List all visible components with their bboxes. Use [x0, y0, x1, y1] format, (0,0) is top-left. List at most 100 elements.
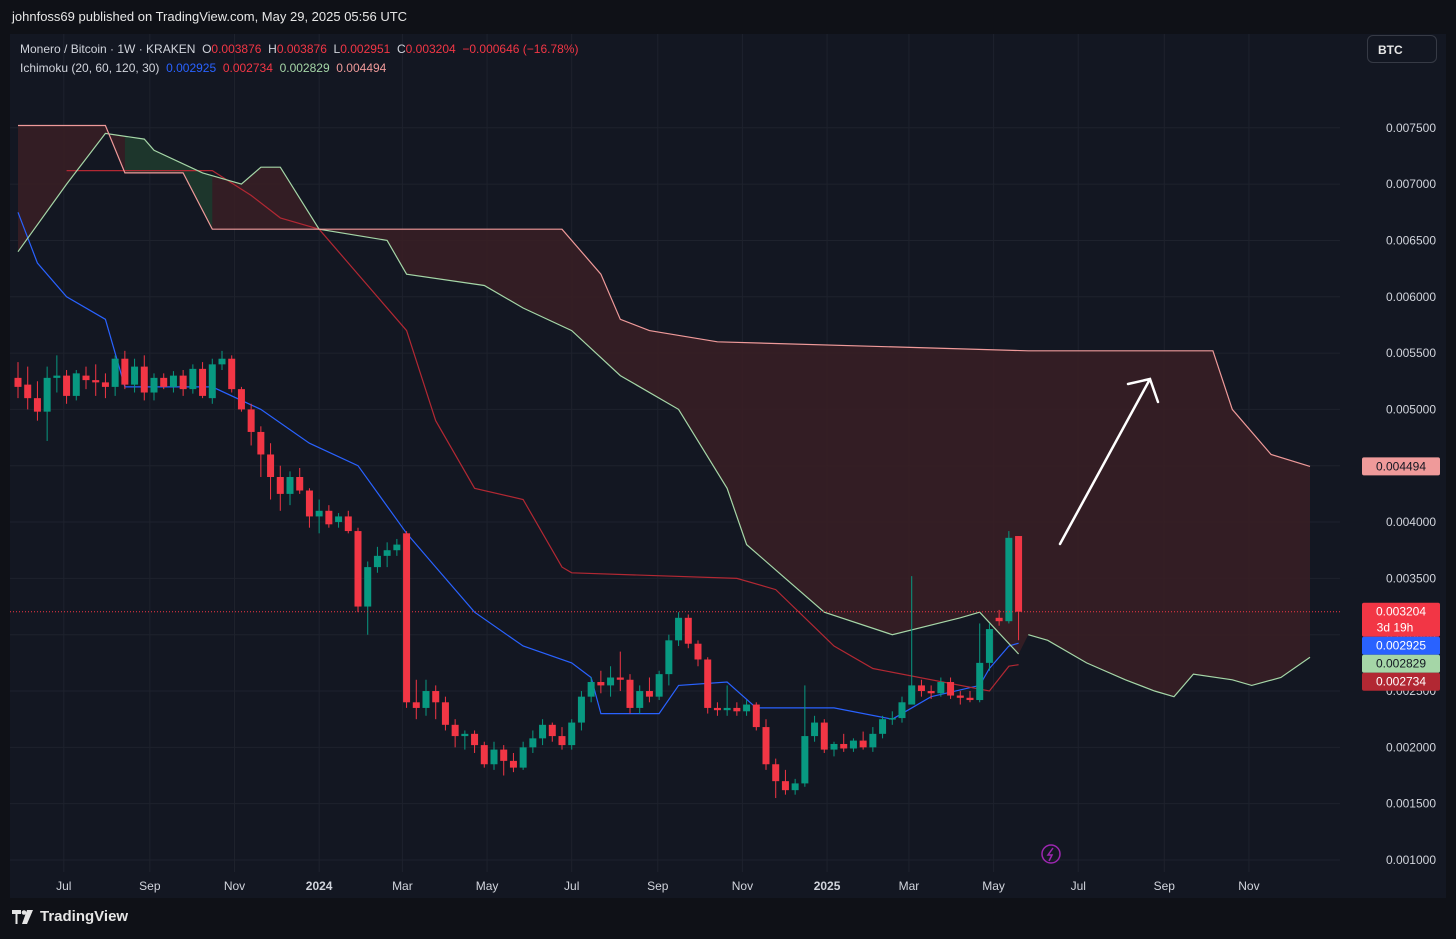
- candle-body: [101, 382, 109, 387]
- candle-body: [801, 736, 809, 784]
- x-tick-label: Nov: [732, 879, 753, 893]
- candle-body: [529, 738, 537, 748]
- series-leading-span-a: [1028, 634, 1311, 698]
- l-value: 0.002951: [340, 42, 391, 56]
- x-tick-label: May: [982, 879, 1005, 893]
- candle-body: [441, 702, 449, 725]
- c-label: C: [396, 42, 406, 56]
- candle-body: [315, 510, 323, 517]
- price-tag-countdown: 3d 19h: [1377, 621, 1414, 635]
- lead-a-value: 0.002829: [279, 61, 330, 75]
- candle-body: [92, 380, 100, 383]
- candle-body: [995, 617, 1003, 622]
- price-tag: [1362, 672, 1440, 691]
- tradingview-logo[interactable]: TradingView: [12, 908, 128, 925]
- y-axis[interactable]: 0.007500 0.007000 0.006500 0.006000 0.005500…: [1386, 121, 1436, 867]
- series-leading-span-b: [18, 124, 1311, 467]
- y-tick-label: 0.007000: [1386, 177, 1436, 191]
- o-label: O: [202, 42, 212, 56]
- candle-body: [577, 696, 585, 723]
- x-axis[interactable]: Jul Sep Nov 2024 Mar May Jul Sep Nov 2025 Mar May Ju…: [56, 879, 1259, 893]
- candle-body: [82, 375, 90, 381]
- price-tag-value: 0.002829: [1376, 657, 1426, 671]
- candle-body: [947, 682, 955, 696]
- ohlc-row: Monero / Bitcoin · 1W · KRAKEN O0.003876…: [20, 40, 578, 59]
- candle-body: [422, 691, 430, 708]
- indicator-label[interactable]: Ichimoku (20, 60, 120, 30): [20, 61, 160, 75]
- candle-body: [636, 691, 644, 708]
- candle-body: [752, 704, 760, 728]
- x-tick-label: 2024: [306, 879, 333, 893]
- candle-body: [72, 373, 80, 396]
- candle-body: [364, 567, 372, 607]
- h-value: 0.003876: [276, 42, 327, 56]
- candle-body: [830, 743, 838, 750]
- arrow-annotation: [1058, 377, 1160, 546]
- candle-body: [121, 358, 129, 385]
- candle-body: [713, 707, 721, 711]
- candle-body: [43, 377, 51, 412]
- y-tick-label: 0.006000: [1386, 290, 1436, 304]
- candle-body: [257, 431, 265, 455]
- candle-body: [471, 733, 479, 746]
- chart-frame[interactable]: 0.007500 0.007000 0.006500 0.006000 0.005500…: [10, 34, 1446, 898]
- candle-body: [131, 366, 139, 385]
- tradingview-icon: [12, 909, 33, 924]
- candle-body: [645, 691, 653, 697]
- x-tick-label: Jul: [56, 879, 71, 893]
- x-tick-label: Nov: [224, 879, 245, 893]
- candle-body: [704, 659, 712, 708]
- y-tick-label: 0.005500: [1386, 346, 1436, 360]
- candle-body: [14, 377, 22, 387]
- candle-body: [568, 722, 576, 746]
- series-lagging-span: [17, 132, 1020, 655]
- chart-svg[interactable]: 0.007500 0.007000 0.006500 0.006000 0.005500…: [10, 34, 1446, 898]
- candle-body: [743, 704, 751, 712]
- candle-body: [354, 531, 362, 607]
- candle-body: [286, 477, 294, 494]
- candle-body: [461, 733, 469, 737]
- candle-body: [509, 760, 517, 768]
- price-tag-value: 0.002925: [1376, 639, 1426, 653]
- candle-body: [849, 740, 857, 749]
- candle-body: [480, 745, 488, 765]
- candle-body: [179, 375, 187, 390]
- lead-b-value: 0.004494: [336, 61, 387, 75]
- candle-body: [976, 662, 984, 701]
- candles: [14, 350, 1023, 799]
- chart-legend: Monero / Bitcoin · 1W · KRAKEN O0.003876…: [20, 40, 578, 78]
- price-tag: [1362, 636, 1440, 655]
- candle-body: [723, 707, 731, 711]
- candle-body: [772, 764, 780, 782]
- candle-body: [267, 454, 275, 477]
- lightning-bolt-icon: [1046, 847, 1054, 862]
- x-tick-label: Jul: [1071, 879, 1086, 893]
- l-label: L: [333, 42, 341, 56]
- candle-body: [451, 724, 459, 737]
- candle-body: [305, 490, 313, 517]
- candle-body: [237, 389, 245, 410]
- candle-body: [325, 510, 333, 525]
- candle-body: [684, 617, 692, 644]
- currency-button[interactable]: BTC: [1367, 35, 1437, 63]
- x-tick-label: Mar: [899, 879, 920, 893]
- candle-body: [869, 733, 877, 748]
- y-tick-label: 0.006500: [1386, 233, 1436, 247]
- top-bar: johnfoss69 published on TradingView.com,…: [0, 0, 1456, 34]
- y-tick-label: 0.004000: [1386, 515, 1436, 529]
- ichimoku-cloud: [18, 125, 1310, 697]
- candle-body: [63, 375, 71, 396]
- series-base-line: [66, 170, 1019, 692]
- candle-body: [1015, 536, 1023, 612]
- y-tick-label: 0.007500: [1386, 121, 1436, 135]
- candle-body: [675, 617, 683, 641]
- candle-body: [840, 743, 848, 749]
- h-label: H: [268, 42, 277, 56]
- tradingview-logo-text: TradingView: [40, 908, 129, 925]
- candle-body: [694, 643, 702, 660]
- candle-body: [859, 740, 867, 748]
- candle-body: [276, 477, 284, 494]
- candle-body: [33, 398, 41, 412]
- candle-body: [160, 377, 168, 387]
- candle-body: [432, 691, 440, 703]
